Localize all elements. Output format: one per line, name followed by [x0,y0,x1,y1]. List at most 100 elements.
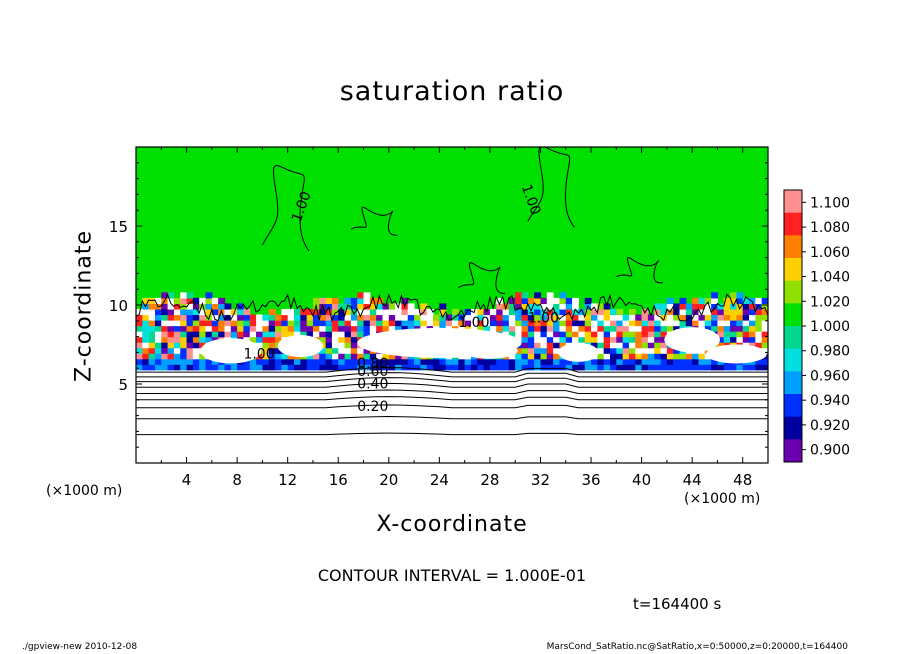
field-cell [338,303,346,310]
field-cell [660,320,668,327]
field-cell [287,320,295,327]
field-cell [211,325,219,332]
field-cell [142,308,150,316]
field-cell [167,364,175,371]
field-cell [230,314,238,321]
field-cell [211,364,219,371]
field-cell [597,320,605,327]
field-cell [243,320,251,327]
field-cell [395,320,403,327]
field-cell [730,325,737,332]
field-cell [534,303,542,310]
field-cell [616,331,624,338]
field-cell [483,364,491,371]
field-cell [515,325,523,332]
field-cell [180,320,188,327]
field-cell [534,331,542,338]
field-cell [527,347,535,354]
field-cell [527,314,535,321]
field-cell [508,325,516,332]
field-cell [736,303,744,310]
contour-line [136,396,768,401]
field-cell [167,336,175,343]
field-cell [452,364,459,371]
contour-label: 1.00 [243,347,274,363]
contour-line [458,262,505,295]
field-cell [723,325,731,332]
field-cell [420,314,428,321]
y-tick-label: 5 [118,376,128,394]
field-cell [344,353,352,360]
field-cell [376,308,384,316]
field-cell [597,353,605,360]
colorbar-swatch [784,326,802,350]
field-cell [685,364,693,371]
field-cell [685,303,693,310]
field-cell [161,292,169,299]
field-cell [401,308,409,316]
field-cell [142,364,150,371]
field-cell [439,364,447,371]
field-cell [376,320,384,327]
field-cell [508,297,516,305]
field-cell [521,364,529,371]
field-cell [357,331,365,338]
field-cell [546,336,554,343]
colorbar-swatch [784,416,802,440]
field-cell [654,308,662,316]
field-cell [584,314,592,321]
field-cell [294,314,301,321]
field-cell [496,303,504,310]
colorbar-label: 1.040 [810,270,850,286]
field-cell [414,320,421,327]
field-cell [591,314,598,321]
field-cell [603,353,611,360]
field-cell [199,336,207,343]
field-cell [635,342,643,349]
field-cell [597,325,605,332]
field-cell [142,336,150,343]
field-cell [641,336,649,343]
field-cell [338,320,346,327]
field-cell [136,358,143,365]
field-cell [167,314,175,321]
field-cell [553,325,561,332]
field-cell [388,303,396,310]
field-cell [572,358,579,365]
field-cell [730,320,737,327]
field-cell [199,308,207,316]
field-cell [654,347,662,354]
x-tick-label: 16 [329,471,348,489]
field-cell [610,331,617,338]
colorbar-swatch [784,280,802,304]
field-cell [534,320,542,327]
field-cell [180,336,188,343]
field-cell [534,336,542,343]
field-cell [230,320,238,327]
field-cell [420,364,428,371]
field-cell [426,314,434,321]
field-cell [205,320,213,327]
field-cell [192,297,200,305]
field-cell [211,303,219,310]
field-cell [565,336,573,343]
field-cell [534,353,542,360]
field-cell [736,336,744,343]
field-cell [186,342,194,349]
field-cell [192,347,200,354]
field-cell [325,314,333,321]
field-cell [717,364,725,371]
field-cell [192,336,200,343]
field-cell [711,325,719,332]
field-cell [641,331,649,338]
contour-lines: 1.001.00 1.001.00 1.000.800.600.400.20 [136,147,768,436]
field-cell [742,336,750,343]
field-cell [540,358,548,365]
field-cell [527,358,535,365]
field-cell [363,331,371,338]
field-cell [243,314,251,321]
field-cell [357,353,365,360]
field-cell [553,336,561,343]
